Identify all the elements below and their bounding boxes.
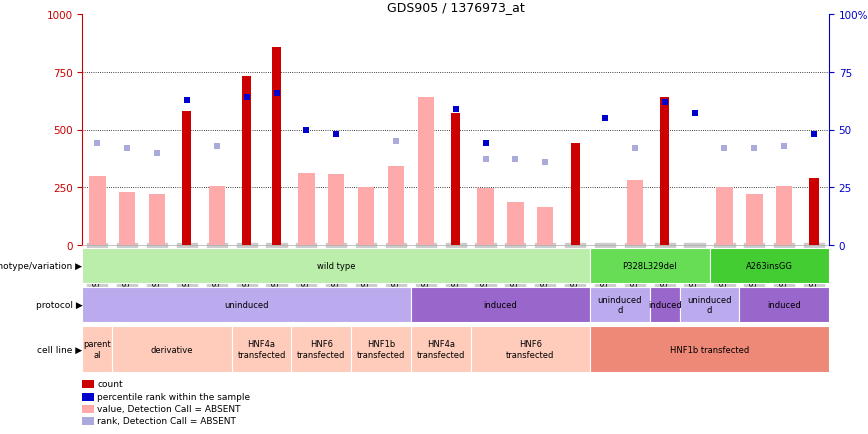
- Text: induced: induced: [483, 300, 517, 309]
- Bar: [119, 192, 135, 245]
- Bar: [627, 181, 643, 245]
- Bar: [537, 207, 554, 245]
- Bar: [716, 187, 733, 245]
- Text: HNF6
transfected: HNF6 transfected: [297, 340, 345, 359]
- Bar: [292, 326, 352, 372]
- Bar: [89, 176, 106, 245]
- Text: uninduced
d: uninduced d: [687, 295, 732, 315]
- Text: rank, Detection Call = ABSENT: rank, Detection Call = ABSENT: [97, 416, 236, 425]
- Bar: [82, 248, 590, 283]
- Text: parent
al: parent al: [83, 340, 111, 359]
- Text: percentile rank within the sample: percentile rank within the sample: [97, 392, 250, 401]
- Bar: [650, 287, 680, 322]
- Text: cell line ▶: cell line ▶: [37, 345, 82, 354]
- Bar: [358, 187, 374, 245]
- Text: induced: induced: [648, 300, 681, 309]
- Bar: [451, 114, 460, 245]
- Bar: [709, 248, 829, 283]
- Text: derivative: derivative: [151, 345, 194, 354]
- Text: HNF6
transfected: HNF6 transfected: [506, 340, 555, 359]
- Bar: [149, 194, 165, 245]
- Bar: [590, 326, 829, 372]
- Title: GDS905 / 1376973_at: GDS905 / 1376973_at: [387, 1, 524, 14]
- Text: HNF1b
transfected: HNF1b transfected: [357, 340, 405, 359]
- Bar: [82, 326, 112, 372]
- Bar: [82, 287, 411, 322]
- Bar: [590, 287, 650, 322]
- Text: HNF4a
transfected: HNF4a transfected: [238, 340, 286, 359]
- Text: value, Detection Call = ABSENT: value, Detection Call = ABSENT: [97, 404, 240, 413]
- Bar: [242, 77, 251, 245]
- Bar: [507, 203, 523, 245]
- Text: protocol ▶: protocol ▶: [36, 300, 82, 309]
- Text: P328L329del: P328L329del: [622, 261, 677, 270]
- Text: genotype/variation ▶: genotype/variation ▶: [0, 261, 82, 270]
- Bar: [661, 98, 669, 245]
- Text: HNF1b transfected: HNF1b transfected: [670, 345, 749, 354]
- Bar: [388, 167, 404, 245]
- Bar: [680, 287, 740, 322]
- Bar: [740, 287, 829, 322]
- Bar: [208, 187, 225, 245]
- Bar: [470, 326, 590, 372]
- Bar: [418, 98, 434, 245]
- Text: uninduced
d: uninduced d: [598, 295, 642, 315]
- Bar: [112, 326, 232, 372]
- Bar: [411, 326, 470, 372]
- Bar: [352, 326, 411, 372]
- Bar: [182, 112, 192, 245]
- Bar: [232, 326, 292, 372]
- Bar: [477, 188, 494, 245]
- Text: count: count: [97, 380, 123, 388]
- Bar: [570, 144, 580, 245]
- Bar: [411, 287, 590, 322]
- Text: wild type: wild type: [317, 261, 356, 270]
- Bar: [746, 194, 762, 245]
- Bar: [810, 178, 819, 245]
- Bar: [328, 175, 345, 245]
- Bar: [590, 248, 709, 283]
- Bar: [776, 187, 792, 245]
- Text: A263insGG: A263insGG: [746, 261, 792, 270]
- Text: uninduced: uninduced: [225, 300, 269, 309]
- Text: HNF4a
transfected: HNF4a transfected: [417, 340, 465, 359]
- Text: induced: induced: [767, 300, 801, 309]
- Bar: [299, 174, 314, 245]
- Bar: [272, 47, 281, 245]
